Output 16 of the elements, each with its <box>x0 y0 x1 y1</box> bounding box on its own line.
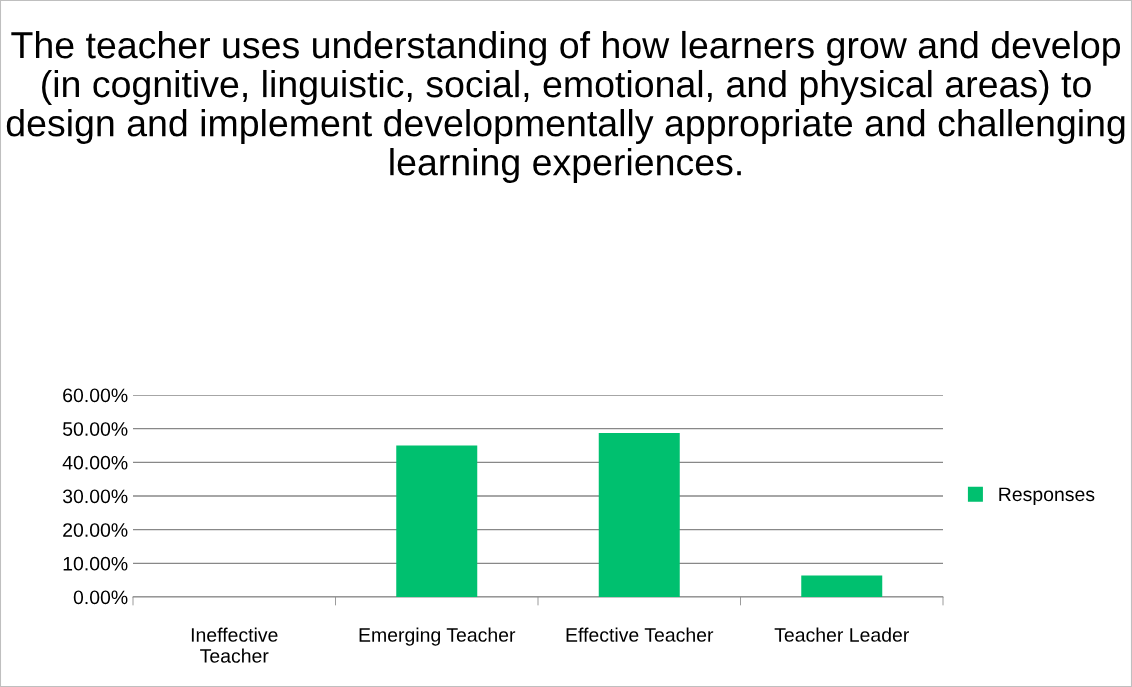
x-tick-label: Effective Teacher <box>566 627 714 642</box>
y-tick-label: 10.00% <box>63 556 128 571</box>
x-tick-label: Emerging Teacher <box>359 627 516 646</box>
bar <box>598 433 680 597</box>
bar <box>396 445 478 597</box>
y-tick-label: 40.00% <box>62 455 128 470</box>
y-tick-label: 60.00% <box>63 388 128 403</box>
y-tick-label: 50.00% <box>62 422 128 436</box>
x-tick-label: Teacher Leader <box>774 627 909 642</box>
y-tick-label: 20.00% <box>63 523 128 537</box>
bar <box>801 575 883 597</box>
x-tick-label: Ineffective Teacher <box>191 627 278 663</box>
legend-label: Responses <box>999 487 1095 506</box>
y-tick-label: 30.00% <box>62 489 128 504</box>
chart-title: The teacher uses understanding of how learners grow and develop (in cognitive, linguistic, social, emotional, and physical areas) to design and implement developmentally appropriate and challenging learning experiences. <box>6 30 1125 183</box>
y-tick-label: 0.00% <box>73 590 128 605</box>
